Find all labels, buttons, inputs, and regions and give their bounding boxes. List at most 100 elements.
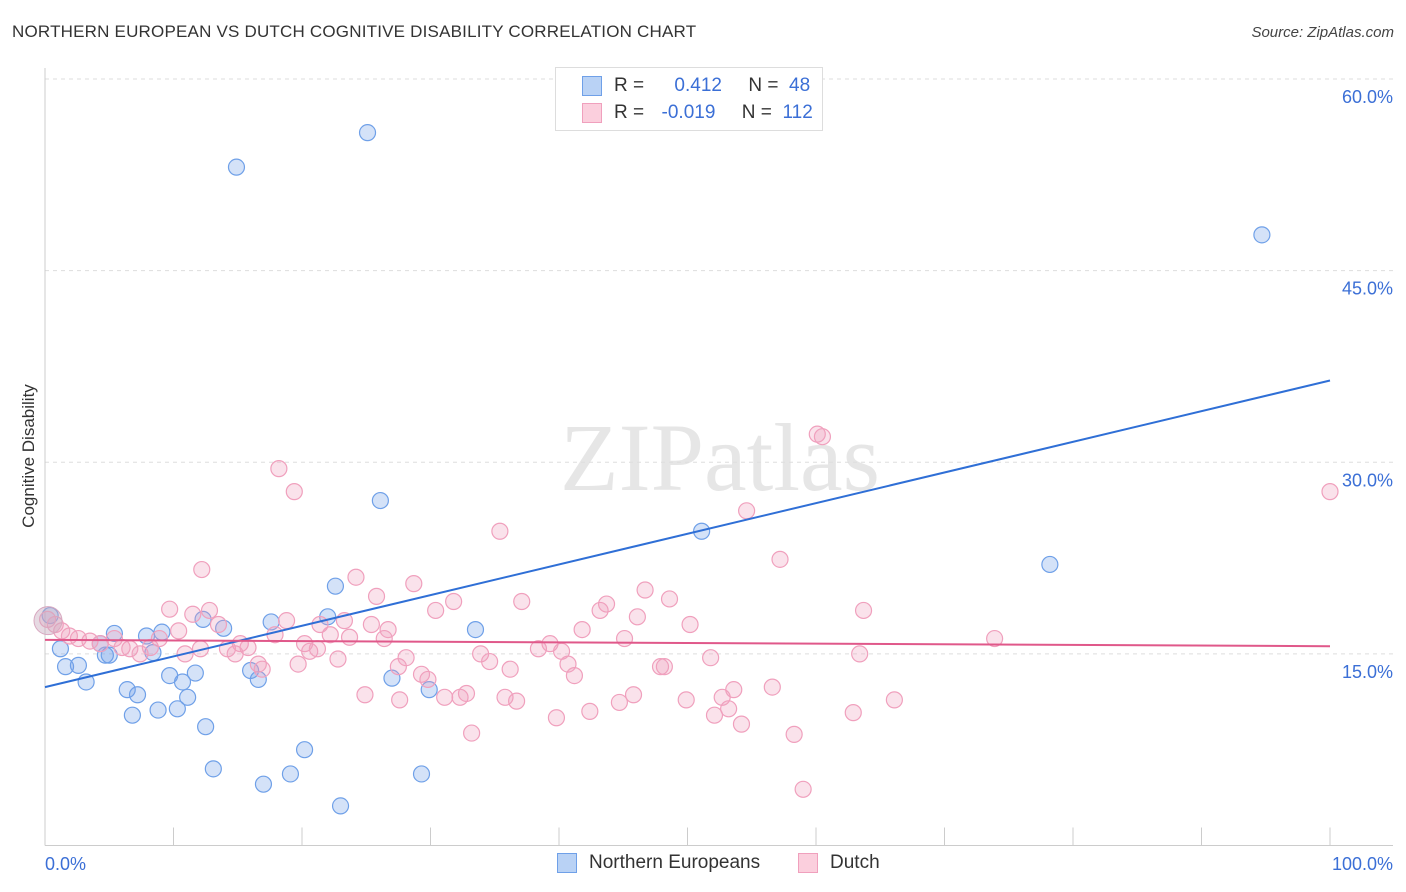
point-dutch xyxy=(375,629,393,648)
point-dutch xyxy=(193,560,211,579)
source-label: Source: ZipAtlas.com xyxy=(1251,24,1394,41)
point-dutch xyxy=(209,615,228,634)
point-dutch xyxy=(624,686,643,704)
point-dutch xyxy=(419,670,437,689)
r-value: 0.412 xyxy=(674,75,722,96)
point-northern-europeans xyxy=(100,646,118,664)
point-northern-europeans xyxy=(1253,226,1271,244)
n-value: 48 xyxy=(789,75,811,96)
point-cluster xyxy=(33,606,63,636)
point-dutch xyxy=(457,684,476,703)
legend-item-northern-europeans: Northern Europeans xyxy=(557,852,760,874)
x-tick-label: 100.0% xyxy=(1332,854,1393,874)
point-dutch xyxy=(391,691,409,709)
point-dutch xyxy=(239,638,257,657)
point-dutch xyxy=(463,724,481,742)
x-tick-label: 0.0% xyxy=(45,854,86,874)
point-dutch xyxy=(491,522,509,540)
point-dutch xyxy=(277,612,296,630)
point-dutch xyxy=(615,629,634,648)
point-dutch xyxy=(131,645,149,663)
point-northern-europeans xyxy=(295,741,314,759)
n-label: N = xyxy=(741,102,772,123)
point-dutch xyxy=(397,649,415,667)
point-dutch xyxy=(725,681,743,699)
point-dutch xyxy=(660,590,679,608)
point-dutch xyxy=(794,780,812,798)
trendline-dutch xyxy=(44,638,1331,648)
point-dutch xyxy=(851,645,869,663)
point-dutch xyxy=(270,460,288,478)
point-dutch xyxy=(813,428,832,446)
point-dutch xyxy=(289,655,307,673)
point-dutch xyxy=(677,691,695,709)
point-dutch xyxy=(81,632,99,650)
point-dutch xyxy=(253,660,271,678)
point-dutch xyxy=(321,626,339,644)
point-dutch xyxy=(481,652,499,671)
y-tick-label: 60.0% xyxy=(1342,87,1393,107)
point-northern-europeans xyxy=(105,624,123,643)
point-dutch xyxy=(285,483,303,501)
point-northern-europeans xyxy=(123,706,141,724)
legend-item-dutch: Dutch xyxy=(798,852,880,874)
point-dutch xyxy=(405,575,423,593)
point-northern-europeans xyxy=(179,688,197,706)
point-northern-europeans xyxy=(281,765,300,783)
blue-swatch xyxy=(582,76,602,96)
point-northern-europeans xyxy=(56,658,75,676)
y-tick-label: 30.0% xyxy=(1342,470,1393,490)
r-label: R = xyxy=(614,75,645,96)
point-dutch xyxy=(763,678,781,696)
point-northern-europeans xyxy=(326,577,345,595)
r-label: R = xyxy=(614,102,645,123)
pink-swatch xyxy=(582,103,602,123)
point-dutch xyxy=(507,692,526,710)
point-dutch xyxy=(854,601,873,620)
point-northern-europeans xyxy=(204,760,222,778)
watermark: ZIPatlas xyxy=(560,404,880,511)
point-dutch xyxy=(771,550,789,568)
point-dutch xyxy=(720,700,738,718)
point-dutch xyxy=(986,629,1004,648)
point-northern-europeans xyxy=(128,686,147,704)
point-dutch xyxy=(356,686,374,704)
n-label: N = xyxy=(748,75,779,96)
point-dutch xyxy=(150,629,168,648)
point-northern-europeans xyxy=(194,610,212,628)
point-dutch xyxy=(885,691,903,709)
point-dutch xyxy=(340,628,359,646)
point-northern-europeans xyxy=(1041,555,1059,574)
legend-label: Northern Europeans xyxy=(589,852,761,873)
point-dutch xyxy=(565,666,584,685)
point-dutch xyxy=(347,568,365,586)
chart-title: NORTHERN EUROPEAN VS DUTCH COGNITIVE DIS… xyxy=(12,22,697,41)
stats-legend: R = 0.412 N = 48 R = -0.019 N = 112 xyxy=(555,67,823,131)
point-dutch xyxy=(329,650,347,668)
point-dutch xyxy=(427,601,445,620)
point-dutch xyxy=(681,615,699,634)
legend-row-dutch: R = -0.019 N = 112 xyxy=(582,100,813,126)
point-dutch xyxy=(184,605,202,623)
point-dutch xyxy=(170,622,188,640)
point-northern-europeans xyxy=(358,124,377,142)
pink-swatch xyxy=(798,853,818,873)
y-tick-label: 45.0% xyxy=(1342,279,1393,299)
point-dutch xyxy=(436,688,454,706)
point-dutch xyxy=(597,595,616,613)
point-dutch xyxy=(501,660,519,678)
point-dutch xyxy=(591,601,609,620)
point-dutch xyxy=(628,608,646,626)
point-dutch xyxy=(610,693,628,712)
y-axis-label: Cognitive Disability xyxy=(19,384,38,528)
point-dutch xyxy=(445,592,463,611)
point-dutch xyxy=(636,581,654,599)
point-northern-europeans xyxy=(466,621,485,639)
point-dutch xyxy=(702,649,720,667)
point-dutch xyxy=(581,702,599,720)
point-northern-europeans xyxy=(173,673,192,691)
point-dutch xyxy=(362,615,380,634)
point-northern-europeans xyxy=(168,700,186,718)
point-dutch xyxy=(651,658,670,676)
point-dutch xyxy=(732,715,751,733)
